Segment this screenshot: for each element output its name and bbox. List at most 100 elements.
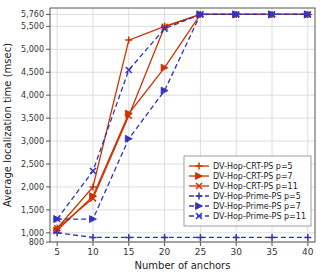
grid-line — [50, 72, 315, 73]
tick-label: 5,760 — [21, 10, 44, 19]
marker — [197, 11, 204, 18]
series — [54, 11, 311, 231]
marker — [197, 11, 203, 17]
tick-mark — [272, 242, 273, 246]
marker — [54, 216, 60, 222]
series-line — [57, 14, 308, 219]
marker — [304, 234, 311, 241]
marker — [197, 11, 204, 18]
tick-mark — [57, 242, 58, 246]
series — [54, 11, 312, 223]
legend-label: DV-Hop-Prime-PS p=5 — [213, 192, 301, 201]
legend-label: DV-Hop-Prime-PS p=11 — [213, 212, 306, 221]
tick-label: 40 — [302, 247, 314, 257]
plot-area — [54, 11, 312, 241]
tick-mark — [46, 14, 50, 15]
tick-mark — [236, 242, 237, 246]
grid-line — [50, 26, 315, 27]
tick-mark — [46, 209, 50, 210]
legend-label: DV-Hop-CRT-PS p=7 — [213, 172, 293, 181]
tick-label: 15 — [123, 247, 134, 257]
plot-frame — [50, 8, 315, 242]
series-line — [57, 14, 308, 230]
series-line — [57, 14, 308, 219]
legend-marker — [196, 203, 203, 210]
marker — [269, 11, 275, 17]
marker — [197, 11, 203, 17]
tick-label: 25 — [195, 247, 206, 257]
tick-label: 3,000 — [21, 137, 44, 146]
marker — [233, 234, 240, 241]
tick-label: 1,500 — [21, 206, 44, 215]
tick-label: 2,500 — [21, 160, 44, 169]
tick-mark — [46, 49, 50, 50]
tick-mark — [46, 72, 50, 73]
marker — [305, 11, 311, 17]
tick-label: 35 — [266, 247, 277, 257]
series — [54, 229, 312, 241]
legend-frame — [184, 156, 311, 226]
tick-label: 1,000 — [21, 229, 44, 238]
marker — [89, 216, 96, 223]
tick-label: 4,500 — [21, 68, 44, 77]
tick-mark — [92, 242, 93, 246]
tick-mark — [46, 26, 50, 27]
tick-label: 5,500 — [21, 22, 44, 31]
tick-mark — [46, 164, 50, 165]
series — [54, 11, 312, 234]
grid-line — [50, 95, 315, 96]
tick-label: 3,500 — [21, 114, 44, 123]
tick-mark — [46, 141, 50, 142]
marker — [125, 234, 132, 241]
series — [54, 11, 311, 222]
legend-marker — [196, 213, 202, 219]
legend-marker — [196, 193, 203, 200]
y-axis-label: Average localization time (msec) — [2, 43, 13, 207]
marker — [162, 26, 168, 32]
grid-line — [50, 141, 315, 142]
marker — [89, 234, 96, 241]
grid-line — [50, 49, 315, 50]
series — [54, 11, 312, 232]
marker — [304, 11, 311, 18]
marker — [161, 64, 168, 71]
x-axis-label: Number of anchors — [135, 260, 231, 271]
marker — [126, 113, 132, 119]
tick-mark — [46, 95, 50, 96]
series-line — [57, 14, 308, 228]
legend-marker — [196, 163, 203, 170]
tick-label: 4,000 — [21, 91, 44, 100]
tick-label: 800 — [29, 238, 44, 247]
legend-label: DV-Hop-CRT-PS p=5 — [213, 162, 293, 171]
marker — [90, 195, 96, 201]
grid-line — [57, 8, 58, 242]
marker — [197, 234, 204, 241]
marker — [305, 11, 311, 17]
tick-label: 5 — [54, 247, 60, 257]
marker — [269, 234, 276, 241]
tick-mark — [164, 242, 165, 246]
tick-label: 30 — [230, 247, 242, 257]
marker — [54, 216, 61, 223]
tick-mark — [46, 186, 50, 187]
tick-mark — [46, 232, 50, 233]
marker — [126, 67, 132, 73]
legend: DV-Hop-CRT-PS p=5DV-Hop-CRT-PS p=7DV-Hop… — [184, 156, 311, 226]
grid — [50, 8, 315, 242]
tick-label: 20 — [159, 247, 171, 257]
marker — [90, 168, 96, 174]
tick-label: 5,000 — [21, 45, 44, 54]
marker — [161, 87, 168, 94]
axes: 8001,0001,5002,0002,5003,0003,5004,0004,… — [21, 10, 314, 257]
chart: 8001,0001,5002,0002,5003,0003,5004,0004,… — [0, 0, 325, 274]
tick-mark — [46, 242, 50, 243]
tick-mark — [200, 242, 201, 246]
legend-label: DV-Hop-Prime-PS p=7 — [213, 202, 301, 211]
grid-line — [50, 118, 315, 119]
marker — [125, 37, 132, 44]
marker — [233, 11, 239, 17]
marker — [125, 135, 132, 142]
legend-label: DV-Hop-CRT-PS p=11 — [213, 182, 298, 191]
marker — [304, 11, 311, 18]
tick-mark — [307, 242, 308, 246]
